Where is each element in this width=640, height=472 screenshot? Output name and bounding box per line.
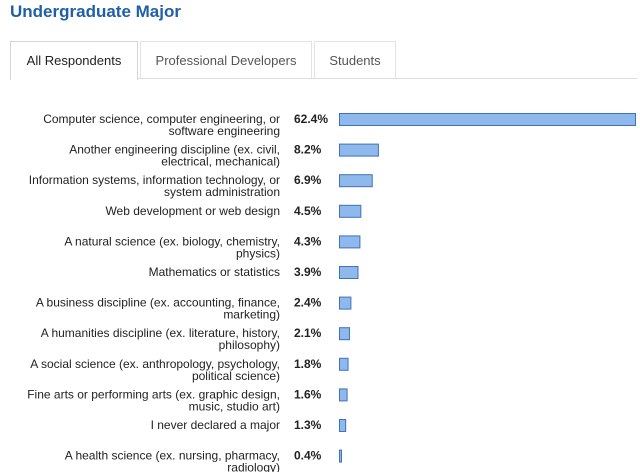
value-label: 3.9% [294, 265, 322, 279]
bar [339, 235, 361, 249]
category-label: I never declared a major [151, 418, 280, 432]
category-label: Information systems, information technol… [29, 173, 280, 199]
bar [339, 174, 373, 188]
category-label-line: I never declared a major [151, 418, 280, 432]
value-label: 8.2% [294, 143, 322, 157]
bar [339, 327, 350, 341]
value-label: 2.4% [294, 296, 322, 310]
category-label-line: A natural science (ex. biology, chemistr… [64, 234, 280, 248]
category-label: A natural science (ex. biology, chemistr… [64, 234, 280, 260]
tab-students[interactable]: Students [314, 41, 396, 79]
category-label-line: system administration [164, 185, 280, 199]
bar-row: Mathematics or statistics 3.9% [149, 265, 359, 279]
bar-row: Web development or web design 4.5% [105, 204, 362, 218]
category-label: Web development or web design [105, 204, 280, 218]
bar [339, 113, 636, 126]
value-label: 0.4% [294, 449, 322, 463]
category-label-line: Another engineering discipline (ex. civi… [69, 143, 280, 157]
bar-row: I never declared a major 1.3% [151, 418, 347, 432]
value-label: 1.3% [294, 418, 322, 432]
category-label-line: Computer science, computer engineering, … [43, 112, 280, 126]
value-label: 2.1% [294, 326, 322, 340]
bar-row: Computer science, computer engineering, … [43, 112, 636, 138]
bar-row: Information systems, information technol… [29, 173, 373, 199]
page-title: Undergraduate Major [10, 2, 181, 21]
category-label: Mathematics or statistics [149, 265, 280, 279]
bar [339, 266, 359, 279]
category-label-line: physics) [236, 246, 280, 260]
category-label-line: electrical, mechanical) [161, 155, 280, 169]
category-label-line: Fine arts or performing arts (ex. graphi… [27, 387, 280, 401]
category-label: A health science (ex. nursing, pharmacy,… [65, 449, 280, 472]
bar-row: A social science (ex. anthropology, psyc… [30, 357, 349, 383]
category-label-line: political science) [192, 369, 280, 383]
tab-bar: All Respondents Professional Developers … [10, 41, 637, 80]
bar-row: A health science (ex. nursing, pharmacy,… [65, 449, 342, 472]
bar [339, 204, 362, 218]
category-label: A humanities discipline (ex. literature,… [41, 326, 280, 352]
bar [339, 143, 379, 157]
category-label-line: software engineering [169, 124, 280, 138]
category-label-line: radiology) [227, 461, 280, 472]
category-label: A social science (ex. anthropology, psyc… [30, 357, 280, 383]
category-label: Another engineering discipline (ex. civi… [69, 143, 280, 169]
bar-row: Another engineering discipline (ex. civi… [69, 143, 379, 169]
bar-row: A business discipline (ex. accounting, f… [36, 296, 352, 322]
tab-professional-developers[interactable]: Professional Developers [140, 41, 312, 79]
value-label: 4.3% [294, 234, 322, 248]
category-label-line: A business discipline (ex. accounting, f… [36, 296, 280, 310]
bar-chart: Computer science, computer engineering, … [27, 112, 636, 472]
category-label-line: Mathematics or statistics [149, 265, 280, 279]
category-label-line: Web development or web design [105, 204, 280, 218]
category-label-line: marketing) [223, 308, 280, 322]
bar-row: A natural science (ex. biology, chemistr… [64, 234, 361, 260]
value-label: 6.9% [294, 173, 322, 187]
bar-row: Fine arts or performing arts (ex. graphi… [27, 387, 348, 413]
value-label: 1.6% [294, 387, 322, 401]
bar [339, 388, 348, 402]
category-label-line: philosophy) [219, 338, 280, 352]
bar [339, 449, 342, 463]
category-label: A business discipline (ex. accounting, f… [36, 296, 280, 322]
bar [339, 419, 347, 432]
bar-row: A humanities discipline (ex. literature,… [41, 326, 350, 352]
category-label-line: A humanities discipline (ex. literature,… [41, 326, 280, 340]
category-label-line: music, studio art) [189, 399, 280, 413]
category-label: Fine arts or performing arts (ex. graphi… [27, 387, 280, 413]
value-label: 4.5% [294, 204, 322, 218]
tab-all-respondents[interactable]: All Respondents [10, 41, 138, 80]
category-label: Computer science, computer engineering, … [43, 112, 280, 138]
bar [339, 357, 349, 371]
value-label: 1.8% [294, 357, 322, 371]
category-label-line: Information systems, information technol… [29, 173, 280, 187]
value-label: 62.4% [294, 112, 328, 126]
bar [339, 296, 352, 310]
category-label-line: A social science (ex. anthropology, psyc… [30, 357, 280, 371]
category-label-line: A health science (ex. nursing, pharmacy, [65, 449, 280, 463]
